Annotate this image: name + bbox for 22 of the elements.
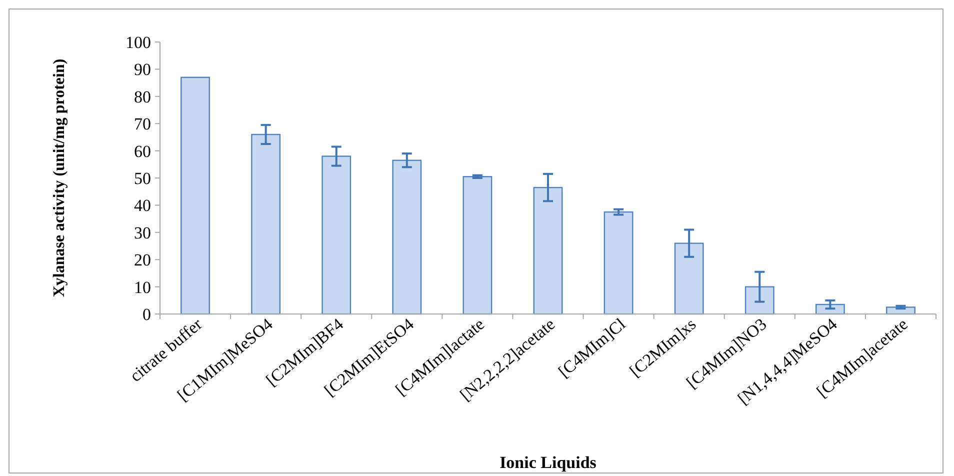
y-tick-label: 100: [126, 32, 151, 52]
bar: [533, 186, 563, 315]
y-tick-label: 70: [134, 114, 151, 134]
y-tick-label: 40: [134, 196, 151, 216]
y-tick-label: 10: [134, 278, 151, 297]
y-tick-label: 80: [134, 87, 151, 106]
bar: [674, 242, 704, 315]
y-tick-label: 0: [142, 304, 151, 324]
y-tick-label: 60: [134, 142, 151, 161]
bar: [392, 160, 422, 315]
y-tick-label: 50: [134, 168, 151, 188]
y-tick-label: 30: [134, 223, 151, 242]
bar: [322, 156, 352, 315]
y-tick-label: 20: [134, 250, 151, 270]
bar: [604, 211, 634, 315]
y-axis-title: Xylanase activity (unit/mg protein): [51, 58, 68, 298]
bar: [462, 176, 492, 315]
x-axis-title: Ionic Liquids: [500, 453, 597, 472]
bar: [180, 76, 210, 315]
y-tick-label: 90: [134, 60, 151, 80]
bar: [744, 286, 774, 315]
bar: [251, 134, 281, 315]
